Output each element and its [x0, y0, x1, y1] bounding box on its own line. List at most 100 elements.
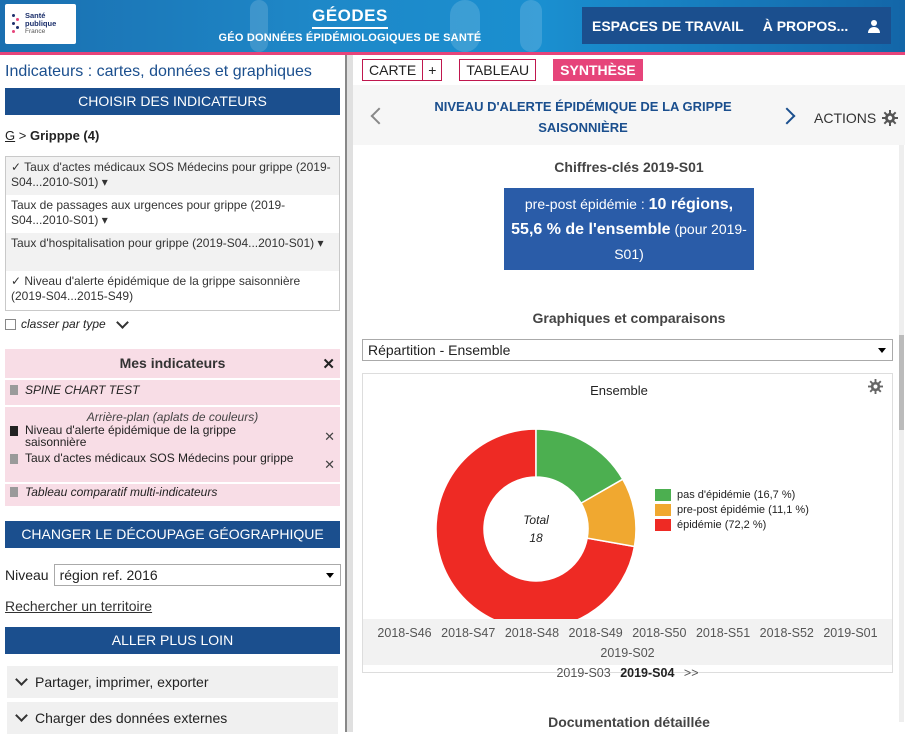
indicator-title: NIVEAU D'ALERTE ÉPIDÉMIQUE DE LA GRIPPE …	[434, 99, 732, 135]
accent-line	[0, 52, 905, 55]
week-item[interactable]: 2019-S02	[600, 646, 655, 660]
level-select[interactable]: région ref. 2016	[53, 564, 341, 586]
week-selector: 2018-S46 2018-S47 2018-S48 2018-S49 2018…	[363, 619, 892, 680]
legend-item[interactable]: pas d'épidémie (16,7 %)	[655, 487, 809, 502]
go-further-button[interactable]: ALLER PLUS LOIN	[5, 627, 340, 654]
donut-center-label: Total	[523, 513, 549, 527]
app-subtitle: GÉO DONNÉES ÉPIDÉMIOLOGIQUES DE SANTÉ	[218, 32, 482, 44]
indicator-item[interactable]: Taux de passages aux urgences pour gripp…	[11, 198, 286, 227]
nav-about[interactable]: À PROPOS...	[762, 17, 849, 34]
week-item[interactable]: 2019-S03	[556, 666, 611, 680]
dropdown-caret-icon	[325, 573, 334, 578]
level-label: Niveau	[5, 567, 49, 583]
week-item[interactable]: 2018-S46	[377, 626, 432, 640]
week-next[interactable]: >>	[683, 666, 699, 680]
breadcrumb-root-link[interactable]: G	[5, 128, 16, 143]
legend-item[interactable]: pre-post épidémie (11,1 %)	[655, 502, 809, 517]
week-item[interactable]: 2018-S49	[568, 626, 623, 640]
breadcrumb-current: Gripppe (4)	[29, 128, 100, 143]
donut-center-value: 18	[529, 531, 543, 545]
legend-swatch	[655, 488, 671, 501]
gear-icon	[882, 110, 899, 126]
my-indicators-title: Mes indicateurs	[119, 355, 226, 371]
chart-panel: Ensemble Total 18 pas d'épidémie (16,7 %…	[362, 373, 893, 680]
app-brand[interactable]: GÉODES GÉO DONNÉES ÉPIDÉMIOLOGIQUES DE S…	[150, 6, 550, 44]
key-figures-box: pre-post épidémie : 10 régions, 55,6 % d…	[504, 188, 754, 270]
my-indicator-item[interactable]: Taux d'actes médicaux SOS Médecins pour …	[10, 452, 300, 464]
tab-synthese[interactable]: SYNTHÈSE	[553, 59, 643, 81]
week-item[interactable]: 2018-S50	[632, 626, 687, 640]
donut-slice[interactable]	[435, 428, 636, 624]
document-icon	[10, 487, 18, 497]
tab-carte[interactable]: CARTE	[362, 59, 424, 81]
chart-type-select[interactable]: Répartition - Ensemble	[362, 339, 893, 361]
choose-indicators-button[interactable]: CHOISIR DES INDICATEURS	[5, 88, 340, 115]
week-item[interactable]: 2018-S51	[695, 626, 751, 640]
indicator-item[interactable]: ✓ Niveau d'alerte épidémique de la gripp…	[11, 274, 301, 303]
remove-icon[interactable]: ✕	[324, 429, 335, 444]
my-indicator-item[interactable]: SPINE CHART TEST	[10, 383, 139, 397]
week-item[interactable]: 2018-S48	[504, 626, 560, 640]
left-panel: Indicateurs : cartes, données et graphiq…	[0, 55, 345, 734]
panel-splitter[interactable]	[345, 55, 353, 732]
change-geography-button[interactable]: CHANGER LE DÉCOUPAGE GÉOGRAPHIQUE	[5, 521, 340, 548]
week-item[interactable]: 2018-S47	[441, 626, 496, 640]
close-icon[interactable]: ✕	[322, 356, 335, 373]
chevron-down-icon[interactable]	[115, 315, 129, 329]
left-panel-title: Indicateurs : cartes, données et graphiq…	[5, 63, 312, 80]
legend-swatch	[655, 503, 671, 516]
previous-arrow-icon[interactable]	[370, 107, 388, 125]
legend-item[interactable]: épidémie (72,2 %)	[655, 517, 809, 532]
my-indicator-item[interactable]: Niveau d'alerte épidémique de la grippe …	[10, 424, 300, 448]
legend-label: pas d'épidémie (16,7 %)	[677, 488, 796, 501]
indicator-item[interactable]: ✓ Taux d'actes médicaux SOS Médecins pou…	[6, 157, 339, 195]
legend-swatch	[655, 518, 671, 531]
remove-icon[interactable]: ✕	[324, 457, 335, 472]
my-indicators-panel: Mes indicateurs ✕ SPINE CHART TEST Arriè…	[5, 349, 340, 506]
dropdown-caret-icon	[878, 348, 886, 353]
key-figures-title: Chiffres-clés 2019-S01	[554, 159, 704, 175]
header-decoration	[250, 0, 268, 52]
document-icon	[10, 454, 18, 464]
indicator-item[interactable]: Taux d'hospitalisation pour grippe (2019…	[6, 233, 339, 271]
donut-slice[interactable]	[535, 428, 624, 505]
breadcrumb: G > Gripppe (4)	[5, 128, 100, 143]
nav-workspaces[interactable]: ESPACES DE TRAVAIL	[592, 17, 744, 34]
logo-text: Santé publique France	[25, 11, 57, 36]
sante-publique-logo[interactable]: Santé publique France	[5, 4, 76, 44]
week-item-current[interactable]: 2019-S04	[620, 666, 675, 680]
divider	[5, 378, 340, 380]
week-item[interactable]: 2019-S01	[823, 626, 878, 640]
next-arrow-icon[interactable]	[778, 107, 796, 125]
divider	[5, 405, 340, 407]
actions-menu[interactable]: ACTIONS	[814, 110, 899, 126]
chart-gear-icon[interactable]	[868, 379, 883, 397]
sort-by-type-checkbox[interactable]	[5, 318, 16, 330]
right-panel: CARTE + TABLEAU SYNTHÈSE NIVEAU D'ALERTE…	[353, 55, 905, 732]
app-header: Santé publique France GÉODES GÉO DONNÉES É…	[0, 0, 905, 52]
legend-label: pre-post épidémie (11,1 %)	[677, 503, 809, 516]
scrollbar-thumb[interactable]	[899, 335, 904, 430]
indicator-list: ✓ Taux d'actes médicaux SOS Médecins pou…	[5, 156, 340, 311]
scrollbar[interactable]	[899, 145, 904, 722]
top-navigation: ESPACES DE TRAVAIL À PROPOS...	[582, 7, 891, 44]
chart-legend: pas d'épidémie (16,7 %) pre-post épidémie…	[655, 487, 809, 532]
level-selector: Niveau région ref. 2016	[5, 564, 341, 586]
legend-label: épidémie (72,2 %)	[677, 518, 767, 531]
background-layer-label: Arrière-plan (aplats de couleurs)	[86, 410, 259, 424]
chevron-down-icon	[15, 673, 28, 686]
donut-chart: Total 18	[435, 428, 637, 624]
my-indicator-item[interactable]: Tableau comparatif multi-indicateurs	[10, 485, 217, 499]
indicator-header: NIVEAU D'ALERTE ÉPIDÉMIQUE DE LA GRIPPE …	[353, 85, 905, 145]
graphs-title: Graphiques et comparaisons	[532, 310, 726, 326]
load-external-data-accordion[interactable]: Charger des données externes	[7, 702, 338, 734]
tab-tableau[interactable]: TABLEAU	[459, 59, 537, 81]
share-print-export-accordion[interactable]: Partager, imprimer, exporter	[7, 666, 338, 698]
week-item[interactable]: 2018-S52	[759, 626, 814, 640]
tab-add[interactable]: +	[423, 59, 443, 81]
user-icon[interactable]	[867, 19, 881, 33]
view-tabs: CARTE + TABLEAU SYNTHÈSE	[362, 59, 643, 81]
sort-by-type: classer par type	[5, 315, 136, 331]
search-territory-link[interactable]: Rechercher un territoire	[5, 598, 153, 614]
divider	[5, 482, 340, 484]
